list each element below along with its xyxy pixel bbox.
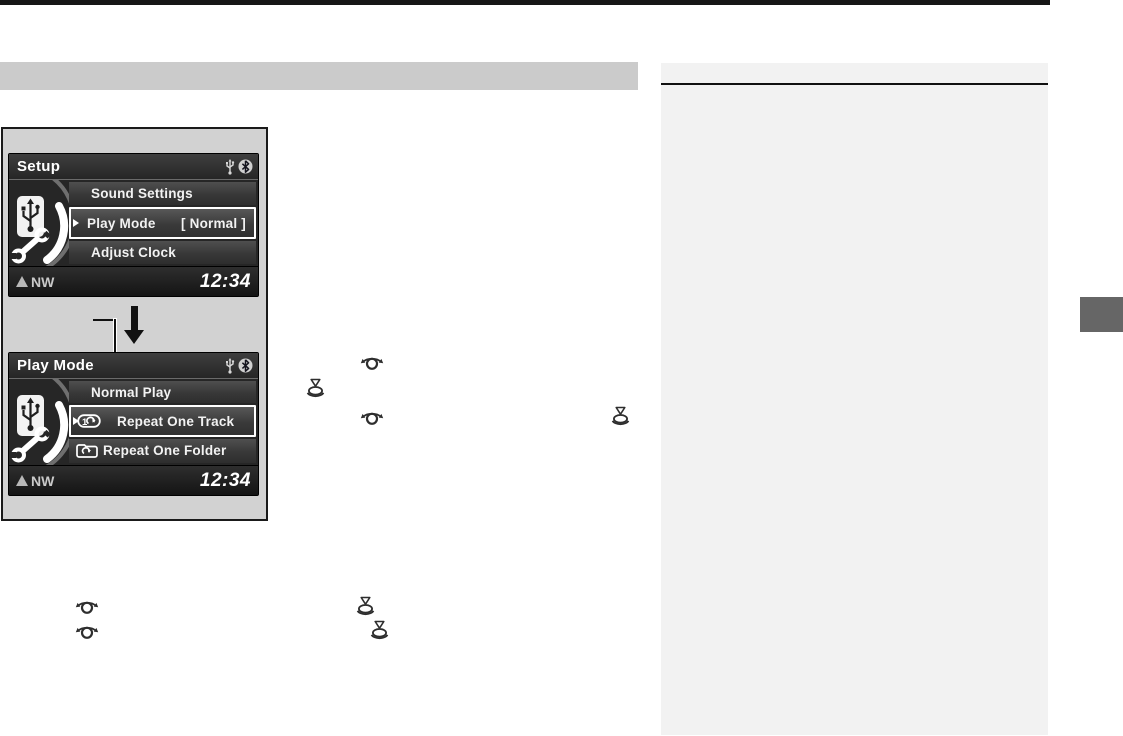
setup-title-bar: Setup [9, 154, 258, 180]
press-knob-icon [370, 620, 389, 640]
play-mode-title-bar: Play Mode [9, 353, 258, 379]
setup-screen: Setup Sound Settings Play Mode [ Normal … [8, 153, 259, 297]
menu-item-label: Repeat One Folder [103, 443, 227, 459]
menu-item-label: Sound Settings [91, 186, 193, 202]
section-header-bar [0, 62, 638, 90]
press-knob-icon [356, 596, 375, 616]
menu-item-sound-settings: Sound Settings [69, 182, 256, 206]
bluetooth-status-icon [238, 159, 253, 174]
press-knob-icon [306, 378, 325, 398]
setup-status-bar: NW 12:34 [9, 266, 258, 296]
callout-line [114, 319, 116, 377]
repeat-one-track-icon [77, 413, 101, 429]
callout-line [93, 319, 116, 321]
menu-item-repeat-one-folder: Repeat One Folder [69, 438, 256, 463]
usb-device-icon [9, 379, 69, 465]
rotate-knob-icon [75, 621, 99, 639]
compass-label: NW [31, 273, 55, 290]
compass-indicator: NW [16, 274, 54, 290]
play-mode-menu: Normal Play Repeat One Track Repeat One … [69, 379, 258, 465]
setup-menu: Sound Settings Play Mode [ Normal ] Adju… [69, 180, 258, 266]
rotate-knob-icon [360, 407, 384, 425]
menu-item-normal-play: Normal Play [69, 381, 256, 404]
usb-status-icon [225, 159, 235, 175]
menu-item-play-mode: Play Mode [ Normal ] [69, 207, 256, 239]
screen-title: Setup [17, 158, 61, 175]
bluetooth-status-icon [238, 358, 253, 373]
down-arrow [131, 306, 138, 331]
menu-item-label: Normal Play [91, 384, 172, 400]
rotate-knob-icon [75, 596, 99, 614]
down-arrow-head [124, 330, 144, 344]
sidebar-divider [661, 83, 1048, 85]
compass-label: NW [31, 472, 55, 489]
usb-status-icon [225, 358, 235, 374]
clock-display: 12:34 [199, 469, 251, 491]
play-mode-status-bar: NW 12:34 [9, 465, 258, 495]
source-icon-panel [9, 379, 69, 465]
menu-item-repeat-one-track: Repeat One Track [69, 405, 256, 437]
selection-cursor-icon [73, 417, 79, 426]
source-icon-panel [9, 180, 69, 266]
usb-device-icon [9, 180, 69, 266]
menu-item-adjust-clock: Adjust Clock [69, 240, 256, 265]
play-mode-screen: Play Mode Normal Play Repeat One Track [8, 352, 259, 496]
press-knob-icon [611, 406, 630, 426]
compass-arrow-icon [16, 475, 28, 486]
repeat-one-folder-icon [75, 443, 99, 459]
compass-arrow-icon [16, 276, 28, 287]
menu-item-label: Adjust Clock [91, 244, 176, 260]
chapter-edge-tab [1080, 297, 1123, 332]
notes-sidebar [661, 63, 1048, 735]
menu-item-value: [ Normal ] [180, 215, 246, 231]
rotate-knob-icon [360, 352, 384, 370]
menu-item-label: Repeat One Track [117, 413, 235, 429]
page-top-rule [0, 0, 1050, 5]
menu-item-label: Play Mode [87, 215, 156, 231]
selection-cursor-icon [73, 219, 79, 227]
screen-title: Play Mode [17, 357, 94, 374]
clock-display: 12:34 [199, 270, 251, 292]
compass-indicator: NW [16, 473, 54, 489]
